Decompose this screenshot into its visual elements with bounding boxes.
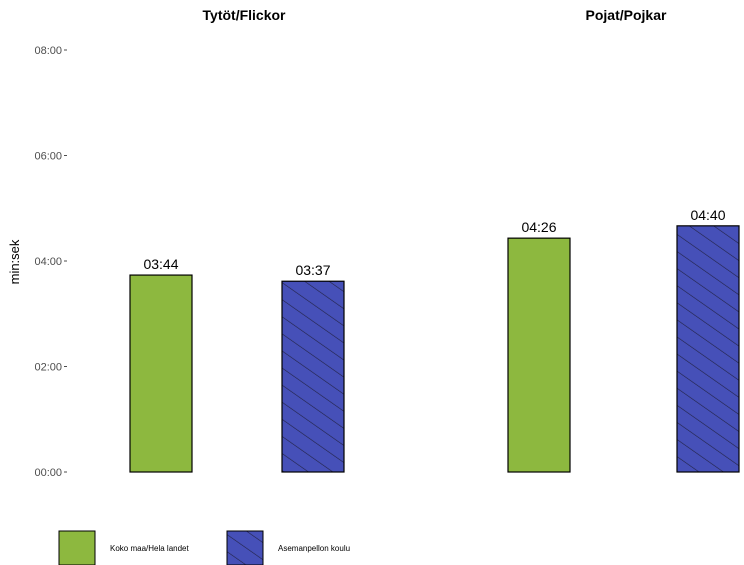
legend: Koko maa/Hela landet Asemanpellon koulu [58, 530, 350, 565]
bar-value-label: 04:26 [521, 219, 556, 235]
legend-key [58, 530, 96, 565]
y-tick-label: 02:00 [34, 362, 62, 374]
bar [281, 280, 345, 473]
bar-value-label: 03:37 [295, 262, 330, 278]
y-tick-label: 06:00 [34, 151, 62, 163]
y-tick-label: 04:00 [34, 256, 62, 268]
y-tick-label: 00:00 [34, 467, 62, 479]
bar [129, 274, 193, 473]
y-axis-label: min:sek [7, 239, 22, 284]
bar-value-label: 03:44 [143, 256, 178, 272]
facet-titles: Tytöt/Flickor Pojat/Pojkar [203, 7, 667, 23]
facet-title: Pojat/Pojkar [586, 7, 667, 23]
facet-title: Tytöt/Flickor [203, 7, 287, 23]
legend-key [226, 530, 264, 565]
bar [507, 237, 571, 473]
y-tick-label: 08:00 [34, 45, 62, 57]
y-axis: 00:00 02:00 04:00 06:00 08:00 min:sek [7, 45, 67, 479]
bars [129, 225, 740, 473]
bar [676, 225, 740, 473]
bar-value-label: 04:40 [690, 207, 725, 223]
legend-label: Koko maa/Hela landet [110, 544, 189, 553]
legend-label: Asemanpellon koulu [278, 544, 350, 553]
data-labels: 03:44 03:37 04:26 04:40 [143, 207, 725, 278]
